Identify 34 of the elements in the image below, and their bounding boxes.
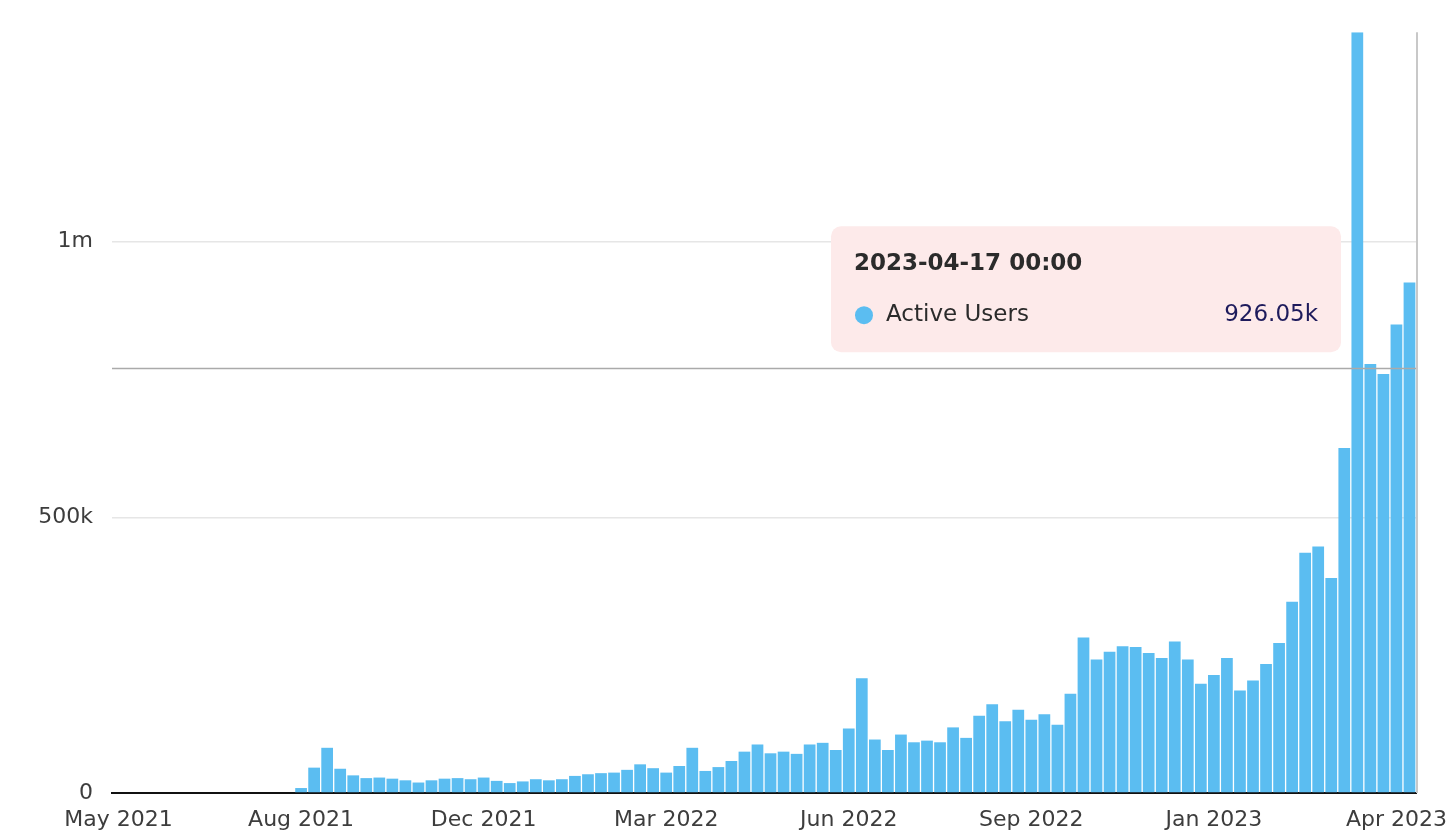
x-tick-label: Mar 2022 [613,805,719,831]
x-tick-label: Aug 2021 [248,805,355,831]
bar [1390,324,1403,793]
bar [1403,282,1416,793]
bar [1103,651,1116,793]
bar [1116,646,1129,793]
bar [1064,693,1077,793]
bar [1090,659,1103,793]
bar [399,780,412,793]
x-tick-label: Jun 2022 [798,805,898,831]
bar [751,744,764,793]
legend-label: Active Users [886,300,1029,327]
bar [464,779,477,793]
bar [777,751,790,793]
bar [1051,724,1064,793]
bar [425,780,438,793]
x-tick-label: Jan 2023 [1163,805,1263,831]
y-tick-label: 0 [79,778,93,804]
bar [451,778,464,793]
annotation: 2023-04-17 00:00 [854,249,1083,276]
bar [1377,374,1390,793]
bar [790,753,803,793]
bar [738,751,751,793]
x-tick-label: Dec 2021 [430,805,537,831]
x-tick-label: Sep 2022 [979,805,1084,831]
bar [725,761,738,793]
bar [438,778,451,793]
x-tick-label: May 2021 [64,805,173,831]
y-tick-label: 500k [38,503,94,529]
annotation: 926.05k [1224,300,1319,327]
y-tick-label: 1m [57,227,93,253]
x-tick-label: Apr 2023 [1345,805,1447,831]
bar [764,753,777,793]
bar [1077,637,1090,793]
